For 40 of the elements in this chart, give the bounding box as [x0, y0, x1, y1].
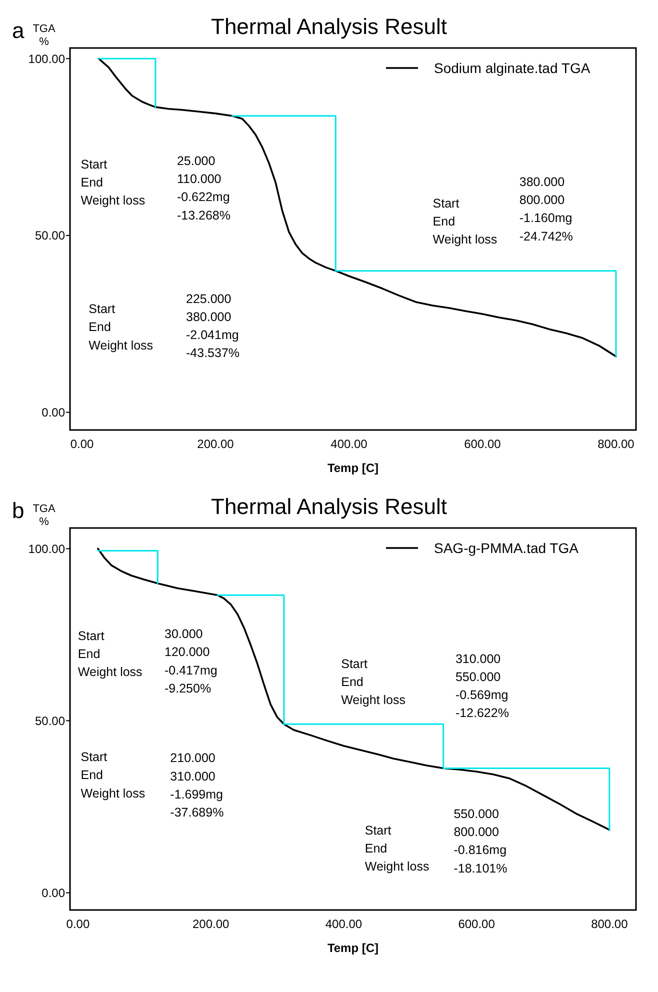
- chart-title: Thermal Analysis Result: [211, 14, 447, 39]
- legend-label: Sodium alginate.tad TGA: [434, 60, 591, 76]
- chart-title: Thermal Analysis Result: [211, 494, 447, 519]
- annotation: 25.000 110.000 -0.622mg -13.268%: [176, 154, 230, 222]
- x-tick-label: 600.00: [458, 917, 496, 931]
- annotation: Start End Weight loss: [80, 750, 146, 800]
- annotation: 380.000 800.000 -1.160mg -24.742%: [519, 174, 573, 244]
- y-tick-label: 50.00: [34, 228, 66, 243]
- annotation: Start End Weight loss: [432, 196, 498, 247]
- annotation: Start End Weight loss: [364, 823, 430, 874]
- y-tick-label: 50.00: [34, 714, 66, 728]
- legend-label: SAG-g-PMMA.tad TGA: [434, 540, 580, 556]
- y-axis-title: TGA %: [32, 23, 56, 48]
- y-axis-title: TGA %: [32, 503, 56, 528]
- x-tick-label: 800.00: [598, 437, 635, 451]
- x-tick-label: 0.00: [70, 437, 94, 451]
- x-tick-label: 200.00: [192, 917, 230, 931]
- x-tick-label: 400.00: [330, 437, 368, 451]
- x-tick-label: 0.00: [66, 917, 90, 931]
- y-tick-label: 0.00: [42, 886, 66, 900]
- annotation: 550.000 800.000 -0.816mg -18.101%: [454, 806, 508, 876]
- annotation: Start End Weight loss: [78, 628, 142, 680]
- x-tick-label: 200.00: [197, 437, 234, 451]
- text: a: [12, 18, 25, 43]
- annotation: 210.000 310.000 -1.699mg -37.689%: [170, 751, 224, 820]
- annotation: 310.000 550.000 -0.569mg -12.622%: [455, 652, 509, 720]
- x-axis-title: Temp [C]: [327, 941, 379, 955]
- x-tick-label: 600.00: [464, 437, 502, 451]
- x-tick-label: 800.00: [591, 917, 628, 931]
- annotation: 30.000 120.000 -0.417mg -9.250%: [164, 627, 218, 696]
- x-tick-label: 400.00: [325, 917, 362, 931]
- y-tick-label: 100.00: [28, 52, 66, 66]
- annotation: Start End Weight loss: [88, 302, 154, 352]
- y-tick-label: 0.00: [42, 406, 66, 420]
- y-tick-label: 100.00: [28, 542, 66, 556]
- text: b: [12, 498, 24, 523]
- x-axis-title: Temp [C]: [327, 461, 379, 475]
- annotation: Start End Weight loss: [341, 656, 406, 708]
- annotation: Start End Weight loss: [80, 157, 146, 208]
- annotation: 225.000 380.000 -2.041mg -43.537%: [186, 292, 240, 360]
